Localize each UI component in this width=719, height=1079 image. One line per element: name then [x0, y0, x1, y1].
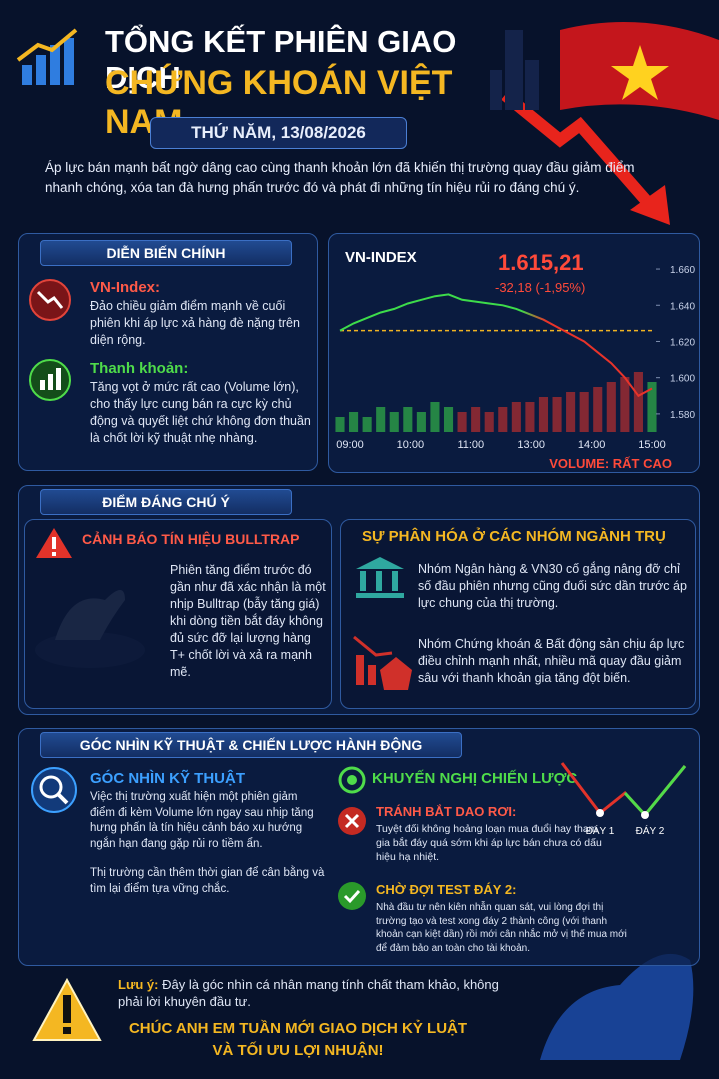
x-tick-label: 14:00 [578, 439, 606, 451]
volume-bar [511, 402, 521, 432]
bulltrap-card [24, 519, 332, 709]
card-text: Phiên tăng điểm trước đó gần như đã xác … [170, 563, 326, 679]
card-title: SỰ PHÂN HÓA Ở CÁC NHÓM NGÀNH TRỤ [362, 528, 666, 545]
main-moves-panel [18, 233, 318, 471]
item-title: CHỜ ĐỢI TEST ĐÁY 2: [376, 882, 517, 897]
volume-bar [471, 407, 481, 432]
note-text: Đây là góc nhìn cá nhân mang tính chất t… [118, 977, 499, 1009]
item-text: Tuyệt đối không hoảng loạn mua đuổi hay … [376, 823, 602, 863]
closing-line2: VÀ TỐI ƯU LỢI NHUẬN! [212, 1042, 384, 1059]
card-text: Thị trường cần thêm thời gian để cân bằn… [90, 867, 325, 895]
alert-icon [36, 528, 72, 558]
volume-bar [376, 407, 386, 432]
chart-panel [328, 233, 700, 473]
volume-bar [457, 412, 467, 432]
bottom-label: ĐÁY 2 [636, 824, 665, 837]
flag-star [611, 45, 669, 100]
card-title: GÓC NHÌN KỸ THUẬT [90, 770, 245, 787]
item-title: Thanh khoản: [90, 360, 189, 377]
volume-bar [362, 417, 372, 432]
volume-bar [403, 407, 413, 432]
volume-bar [335, 417, 345, 432]
volume-bar [525, 402, 535, 432]
down-icon [29, 279, 71, 321]
card-text: Việc thị trường xuất hiện một phiên giảm… [90, 791, 314, 850]
y-tick-label: 1.660 [670, 265, 695, 276]
volume-bar [606, 382, 616, 432]
volume-bar [389, 412, 399, 432]
close-label: 1.615,21 [498, 250, 584, 275]
date-pill: THỨ NĂM, 13/08/2026 [150, 117, 407, 149]
volume-bar [633, 372, 643, 432]
x-icon [338, 807, 366, 835]
volume-bar [566, 392, 576, 432]
chart-title: VN-INDEX [345, 249, 417, 266]
volume-bar [538, 397, 549, 432]
title-line2: CHỨNG KHOÁN VIỆT NAM [105, 64, 453, 141]
magnifier-icon [31, 767, 77, 813]
target-icon [338, 766, 366, 794]
item-title: VN-Index: [90, 279, 161, 296]
y-tick-label: 1.600 [670, 374, 695, 385]
y-tick-label: 1.640 [670, 301, 695, 312]
section-heading: GÓC NHÌN KỸ THUẬT & CHIẾN LƯỢC HÀNH ĐỘNG [40, 732, 462, 758]
index-line [339, 293, 653, 398]
volume-bar [416, 412, 426, 432]
bottom-label: ĐÁY 1 [586, 824, 615, 837]
item-text: Tăng vọt ở mức rất cao (Volume lớn), cho… [90, 380, 311, 445]
x-tick-label: 15:00 [638, 439, 666, 451]
card-title: KHUYẾN NGHỊ CHIẾN LƯỢC [372, 770, 578, 787]
volume-bar [443, 407, 454, 432]
x-tick-label: 10:00 [397, 439, 425, 451]
section-heading: ĐIỂM ĐÁNG CHÚ Ý [40, 489, 292, 515]
volume-bar [593, 387, 603, 432]
item-text: Đảo chiều giảm điểm mạnh về cuối phiên k… [90, 299, 300, 347]
y-tick-label: 1.620 [670, 337, 695, 348]
volume-bar [349, 412, 359, 432]
volume-bar [647, 382, 657, 432]
item-title: TRÁNH BẮT DAO RƠI: [376, 804, 517, 819]
title-line1: TỔNG KẾT PHIÊN GIAO DỊCH [105, 24, 457, 95]
change-label: -32,18 (-1,95%) [495, 280, 585, 295]
double-bottom-diagram: ĐÁY 1 ĐÁY 2 [560, 762, 687, 837]
sector-item: Nhóm Chứng khoán & Bất động sản chịu áp … [418, 637, 685, 685]
chart: VN-INDEX 1.615,21 -32,18 (-1,95%) VOLUME… [335, 249, 695, 471]
falling-arrow [501, 90, 655, 209]
closing-line1: CHÚC ANH EM TUẦN MỚI GIAO DỊCH KỶ LUẬT [128, 1020, 468, 1037]
section-heading: DIỄN BIẾN CHÍNH [40, 240, 292, 266]
footer-note: Lưu ý: Đây là góc nhìn cá nhân mang tính… [118, 976, 518, 1010]
growth-icon [16, 28, 78, 85]
arrow-head [630, 185, 670, 225]
volume-bar [579, 392, 589, 432]
y-tick-label: 1.580 [670, 410, 695, 421]
intro: Áp lực bán mạnh bất ngờ dâng cao cùng th… [45, 160, 635, 195]
volume-label: VOLUME: RẤT CAO [549, 456, 672, 471]
x-tick-label: 09:00 [336, 439, 364, 451]
volume-bar [430, 402, 440, 432]
warning-mark [63, 995, 71, 1023]
item-text: Nhà đầu tư nên kiên nhẫn quan sát, vui l… [376, 902, 627, 954]
card-title: CẢNH BÁO TÍN HIỆU BULLTRAP [82, 531, 300, 547]
sector-icons [353, 557, 412, 690]
city-silhouette [490, 30, 539, 110]
check-icon [338, 882, 366, 910]
warning-dot [63, 1027, 71, 1034]
volume-bar [484, 412, 494, 432]
x-tick-label: 11:00 [457, 439, 484, 451]
volume-icon [29, 359, 71, 401]
sector-item: Nhóm Ngân hàng & VN30 cố gắng nâng đỡ ch… [418, 562, 687, 610]
x-tick-label: 13:00 [517, 439, 545, 451]
volume-bar [498, 407, 508, 432]
note-label: Lưu ý: [118, 977, 159, 992]
volume-bar [552, 397, 562, 432]
footer-bull [540, 953, 694, 1060]
volume-bar [620, 377, 630, 432]
strategy-panel [18, 728, 700, 966]
